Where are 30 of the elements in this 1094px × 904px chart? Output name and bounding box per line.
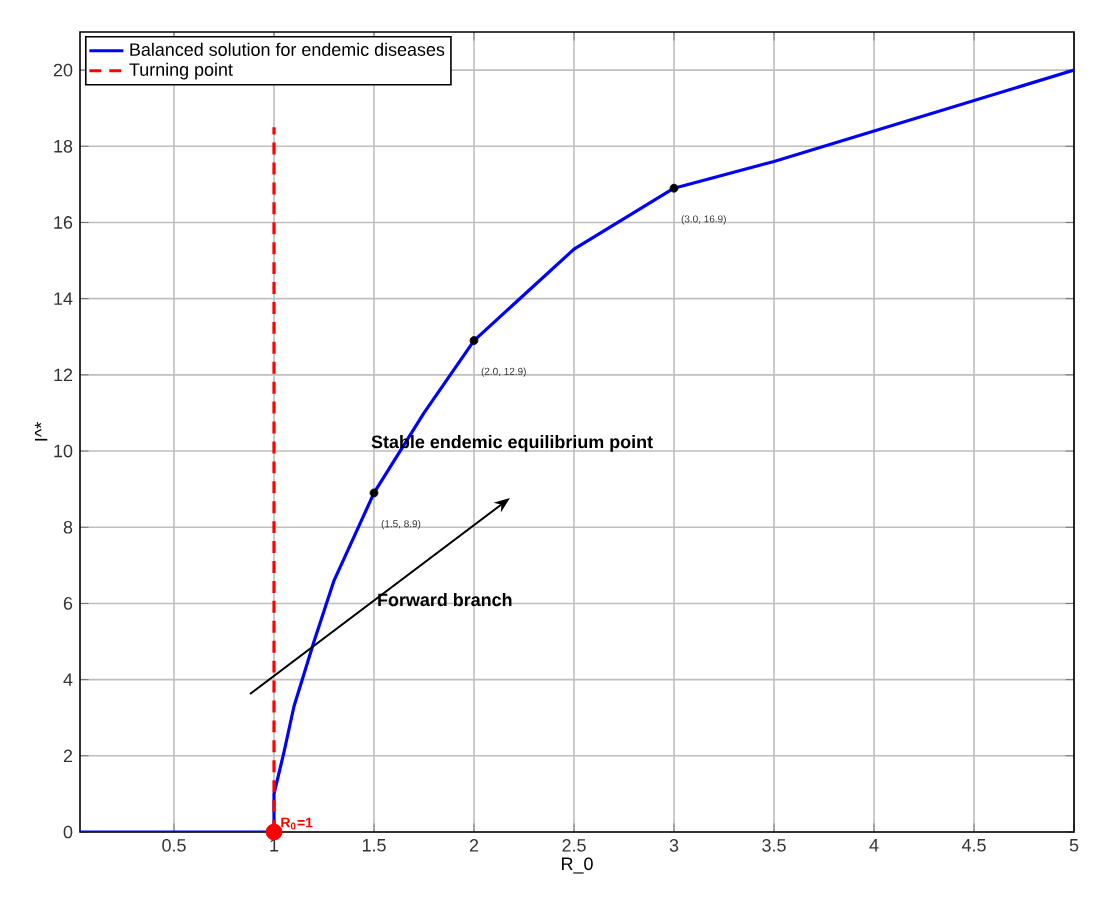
x-tick-label: 4.5 (961, 839, 986, 852)
y-tick-label: 16 (54, 216, 73, 229)
legend-label: Balanced solution for endemic diseases (130, 42, 445, 56)
y-tick-label: 12 (54, 368, 73, 382)
y-tick-label: 14 (54, 292, 73, 305)
point (265, 823, 283, 841)
x-tick-label: 2 (469, 839, 479, 852)
x-tick-label: 1.5 (362, 839, 386, 852)
x-tick-label: 5 (1069, 839, 1079, 852)
legend-label: Turning point (129, 62, 233, 80)
annotation: Forward branch (378, 593, 512, 607)
x-tick-label: 1 (270, 839, 279, 852)
x-tick-label: 4 (869, 839, 879, 852)
y-tick-label: 2 (63, 749, 73, 763)
y-tick-label: 6 (63, 597, 73, 610)
x-tick-label: 2.5 (562, 839, 586, 852)
x-axis-title: R_0 (562, 857, 593, 874)
y-tick-label: 4 (63, 673, 73, 686)
x-tick-label: 3.5 (762, 839, 786, 852)
point (669, 183, 679, 193)
y-axis-title: I^* (34, 422, 48, 441)
point (369, 488, 379, 498)
y-tick-label: 8 (63, 520, 73, 534)
x-tick-label: 3 (669, 839, 679, 852)
y-tick-label: 18 (54, 139, 73, 153)
point (469, 336, 479, 345)
y-tick-label: 0 (63, 825, 73, 839)
x-tick-label: 0.5 (162, 839, 186, 852)
y-tick-label: 20 (53, 63, 73, 77)
y-tick-label: 10 (54, 444, 73, 458)
